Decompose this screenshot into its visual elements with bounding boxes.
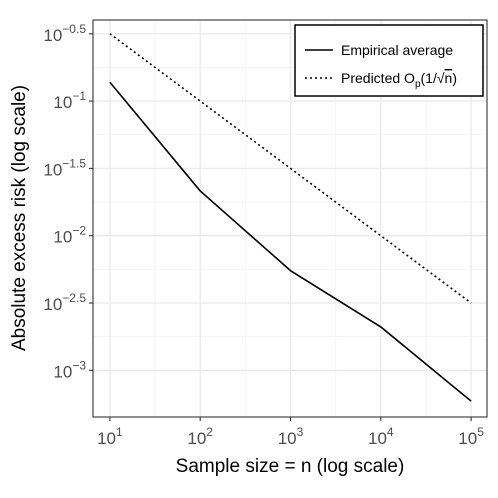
x-tick-label: 102 (187, 425, 213, 448)
series-line-predicted (109, 33, 472, 304)
y-tick-label: 10−1.5 (43, 156, 86, 179)
legend-box (294, 24, 484, 97)
y-tick-label: 10−3 (53, 358, 86, 381)
x-tick-label: 104 (368, 425, 394, 448)
y-axis-ticks: 10−3 10−2.5 10−2 10−1.5 10−1 10−0.5 (43, 22, 93, 381)
x-tick-label: 103 (278, 425, 304, 448)
series-line-empirical (109, 81, 472, 402)
series-layer (109, 33, 472, 402)
legend-label-empirical: Empirical average (341, 42, 453, 58)
x-axis-ticks: 101 102 103 104 105 (97, 417, 484, 448)
x-axis-title: Sample size = n (log scale) (176, 456, 405, 477)
y-tick-label: 10−1 (53, 89, 86, 112)
legend: Empirical average Predicted Op(1/√n) (294, 24, 484, 97)
y-tick-label: 10−2.5 (43, 291, 86, 314)
y-tick-label: 10−2 (53, 224, 86, 247)
y-axis-title: Absolute excess risk (log scale) (9, 85, 30, 351)
legend-label-predicted: Predicted Op(1/√n) (341, 70, 457, 90)
x-tick-label: 101 (97, 425, 123, 448)
x-tick-label: 105 (458, 425, 484, 448)
y-tick-label: 10−0.5 (43, 22, 86, 45)
